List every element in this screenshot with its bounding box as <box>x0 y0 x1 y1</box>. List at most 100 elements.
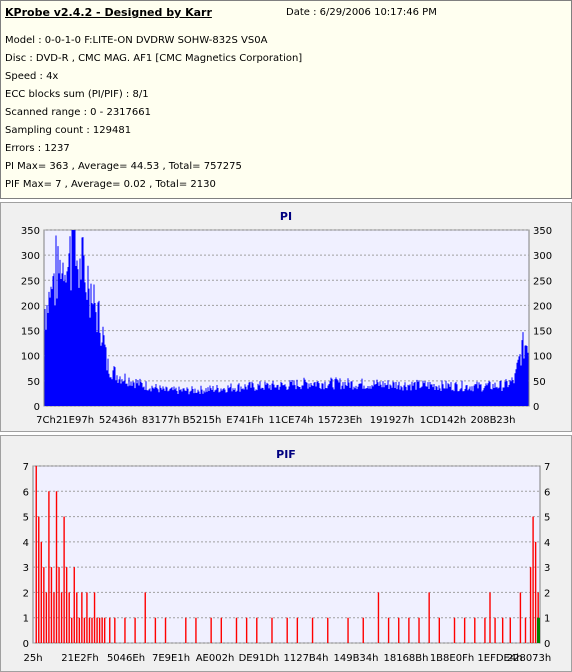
pif-bar-59 <box>484 617 486 643</box>
pif-bar-13 <box>68 592 70 643</box>
pif-bar-54 <box>428 592 430 643</box>
pif-bar-48 <box>362 617 364 643</box>
pif-bar-51 <box>398 617 400 643</box>
pif-ytick-right-1: 1 <box>544 614 550 625</box>
pif-bar-8 <box>55 491 58 643</box>
pi-ytick-left-3: 150 <box>21 327 40 338</box>
pif-bar-58 <box>474 617 476 643</box>
pif-bar-19 <box>83 617 86 643</box>
pif-bar-3 <box>43 567 45 643</box>
pif-ytick-left-4: 4 <box>23 538 29 549</box>
pif-bar-40 <box>245 617 248 643</box>
pi-ytick-left-7: 350 <box>21 226 40 237</box>
pif-bar-53 <box>418 617 420 643</box>
pif-bar-28 <box>109 617 111 643</box>
pif-bar-38 <box>220 617 222 643</box>
pif-bar-35 <box>185 617 187 643</box>
info-ecc: ECC blocks sum (PI/PIF) : 8/1 <box>5 89 149 100</box>
pif-bar-24 <box>96 617 98 643</box>
pif-bar-39 <box>235 617 238 643</box>
pif-bar-34 <box>164 617 167 643</box>
pi-xtick-3: 83177h <box>142 415 180 426</box>
pif-bar-30 <box>124 617 126 643</box>
pif-bar-4 <box>45 592 48 643</box>
pi-ytick-left-6: 300 <box>21 251 40 262</box>
pi-ytick-right-6: 300 <box>533 251 552 262</box>
pif-xtick-10: 1EFDE4h <box>477 653 522 664</box>
pi-ytick-right-3: 150 <box>533 327 552 338</box>
pif-bar-55 <box>438 617 440 643</box>
pif-bar-63 <box>509 617 511 643</box>
pif-bar-25 <box>98 617 101 643</box>
pif-bar-43 <box>286 617 288 643</box>
pif-plot-area <box>32 465 541 644</box>
pi-xtick-6: 11CE74h <box>268 415 313 426</box>
pif-xtick-6: 1127B4h <box>283 653 328 664</box>
pi-xtick-10: 208B23h <box>470 415 515 426</box>
pif-bar-47 <box>347 617 349 643</box>
pif-xtick-7: 149B34h <box>333 653 378 664</box>
pif-bar-31 <box>134 617 136 643</box>
pi-xtick-7: 15723Eh <box>318 415 362 426</box>
pi-chart: 0 0 50 50 100 100 150 150 200 200 250 250 300 300 350 3… <box>21 226 552 426</box>
pif-ytick-left-2: 2 <box>23 588 29 599</box>
pif-bar-12 <box>65 567 68 643</box>
pif-bar-41 <box>256 617 258 643</box>
pi-ytick-left-0: 0 <box>34 402 40 413</box>
pif-bar-27 <box>103 617 106 643</box>
pif-bar-5 <box>48 491 50 643</box>
pif-ytick-right-6: 6 <box>544 487 550 498</box>
pi-xtick-0: 7Ch <box>36 415 56 426</box>
pi-ytick-right-5: 250 <box>533 276 552 287</box>
pif-xtick-11: 228073h <box>507 653 552 664</box>
pif-ytick-left-1: 1 <box>23 614 29 625</box>
pi-xtick-5: E741Fh <box>226 415 264 426</box>
pif-bar-20 <box>86 592 88 643</box>
pif-ytick-left-5: 5 <box>23 513 29 524</box>
pif-bar-46 <box>327 617 329 643</box>
pif-bar-52 <box>408 617 410 643</box>
pi-xtick-1: 21E97h <box>56 415 94 426</box>
pif-bar-11 <box>63 516 65 643</box>
pi-ytick-left-1: 50 <box>27 377 40 388</box>
pif-chart: 0 0 1 1 2 2 3 3 4 4 5 5 6 6 7 7 25h 21E2Fh 5046Eh 7E9E1h AE0… <box>23 462 552 664</box>
pif-bar-50 <box>387 617 390 643</box>
pif-bar-60 <box>489 592 491 643</box>
pi-xtick-8: 191927h <box>370 415 415 426</box>
pif-ytick-right-0: 0 <box>544 639 550 650</box>
info-pi: PI Max= 363 , Average= 44.53 , Total= 75… <box>5 161 242 172</box>
pif-bar-6 <box>50 567 53 643</box>
pif-bar-14 <box>71 617 73 643</box>
pif-bar-36 <box>195 617 197 643</box>
pif-bar-33 <box>154 617 157 643</box>
pi-ytick-right-4: 200 <box>533 301 552 312</box>
pif-bar-15 <box>73 567 75 643</box>
pif-bar-9 <box>58 567 60 643</box>
pif-bar-17 <box>78 617 81 643</box>
pif-bar-49 <box>377 592 380 643</box>
pi-ytick-left-2: 100 <box>21 352 40 363</box>
pif-xtick-9: 1B8E0Fh <box>430 653 474 664</box>
info-speed: Speed : 4x <box>5 71 59 82</box>
pif-ytick-left-6: 6 <box>23 487 29 498</box>
pi-ytick-left-4: 200 <box>21 301 40 312</box>
pif-xtick-5: DE91Dh <box>239 653 280 664</box>
pif-end-marker <box>537 617 540 643</box>
pi-chart-title: PI <box>279 210 293 223</box>
pi-xtick-9: 1CD142h <box>420 415 466 426</box>
pif-bar-45 <box>311 617 314 643</box>
app-title: KProbe v2.4.2 - Designed by Karr <box>5 6 212 19</box>
pif-bar-44 <box>296 617 299 643</box>
info-errors: Errors : 1237 <box>5 143 70 154</box>
pi-xtick-4: B5215h <box>183 415 222 426</box>
info-disc: Disc : DVD-R , CMC MAG. AF1 [CMC Magneti… <box>5 53 303 64</box>
info-range: Scanned range : 0 - 2317661 <box>5 107 151 118</box>
pif-bar-16 <box>76 592 78 643</box>
info-sampling: Sampling count : 129481 <box>5 125 132 136</box>
pif-ytick-right-2: 2 <box>544 588 550 599</box>
pif-bar-22 <box>91 617 93 643</box>
pi-series <box>44 230 529 406</box>
pif-xtick-0: 25h <box>23 653 42 664</box>
pi-chart-panel: PI 0 0 50 50 100 100 150 150 200 200 250 250 300 300 3… <box>0 202 572 432</box>
pi-ytick-left-5: 250 <box>21 276 40 287</box>
